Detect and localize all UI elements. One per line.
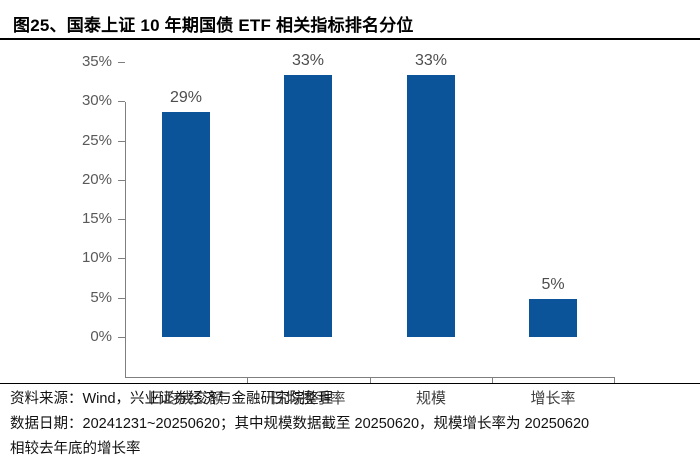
y-axis-tick-label: 0% — [90, 328, 112, 345]
y-axis-tick-label: 35% — [81, 53, 112, 70]
y-axis-tick-label: 15% — [81, 210, 112, 228]
x-axis-category-label: 增长率 — [530, 390, 576, 407]
data-date-line-1: 数据日期：20241231~20250620；其中规模数据截至 20250620… — [10, 416, 590, 432]
source-line: 资料来源：Wind，兴业证券经济与金融研究院整理 — [10, 391, 334, 407]
y-axis-tick-mark — [118, 140, 125, 142]
y-axis-tick-label: 25% — [81, 131, 112, 149]
y-axis-tick-mark — [118, 219, 125, 221]
x-axis-category-label: 规模 — [415, 390, 446, 407]
x-axis-tick-mark — [370, 378, 371, 384]
data-date-line-2: 相较去年底的增长率 — [10, 441, 141, 457]
bar-规模 — [407, 75, 455, 337]
x-axis-tick-mark — [247, 378, 248, 384]
bar-value-label: 29% — [169, 89, 203, 106]
y-axis-tick-mark — [118, 297, 125, 299]
x-axis-category-label: 日均换手率 — [270, 390, 346, 407]
y-axis-tick-mark — [118, 179, 125, 181]
bar-value-label: 33% — [291, 52, 325, 69]
bar-增长率 — [529, 299, 577, 337]
bar-value-label: 5% — [541, 276, 565, 293]
plot-area — [125, 102, 615, 378]
figure-title: 图25、国泰上证 10 年期国债 ETF 相关指标排名分位 — [13, 16, 414, 35]
footer-divider — [0, 383, 700, 384]
y-axis-tick-label: 5% — [90, 288, 112, 306]
bar-日均成交额 — [162, 112, 210, 337]
y-axis-tick-mark — [118, 337, 125, 338]
bar-日均换手率 — [284, 75, 332, 337]
y-axis-tick-mark — [118, 101, 125, 103]
y-axis-tick-label: 30% — [81, 92, 112, 110]
title-divider — [0, 38, 700, 40]
bar-chart: 0% 5% 10% 15% 20% 25% 30% 35% 29% 日均成交额 33% 日均换手率 3… — [0, 40, 700, 407]
source-note: 资料来源：Wind，兴业证券经济与金融研究院整理 数据日期：20241231~2… — [10, 387, 694, 462]
y-axis-tick-label: 10% — [81, 249, 112, 267]
x-axis-tick-mark — [492, 378, 493, 384]
x-axis-category-label: 日均成交额 — [148, 390, 224, 407]
x-axis-tick-mark — [614, 378, 615, 384]
y-axis-tick-mark — [118, 62, 125, 63]
y-axis-tick-label: 20% — [81, 170, 112, 188]
bar-value-label: 33% — [414, 52, 448, 69]
y-axis-tick-mark — [118, 258, 125, 260]
